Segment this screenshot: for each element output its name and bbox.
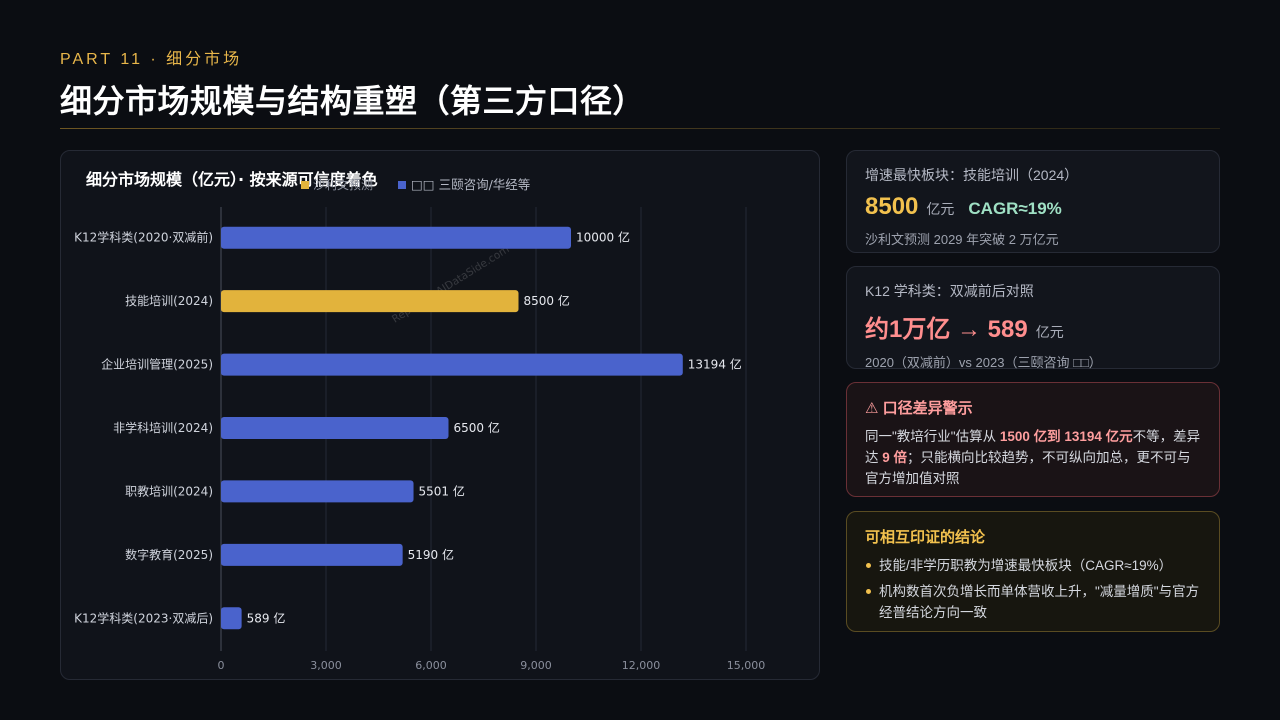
k12-card-label: K12 学科类：双减前后对照 [865,283,1034,299]
x-tick-label: 3,000 [310,659,342,672]
bar [221,543,403,566]
fastest-card-unit: 亿元 [926,201,955,217]
legend-label-gold: 沙利文预测 [313,177,373,192]
section-eyebrow: PART 11 · 细分市场 [60,51,243,68]
bar-value-label: 13194 亿 [688,357,742,372]
x-tick-label: 0 [218,659,225,672]
caliber-warning-card: ⚠ 口径差异警示 同一"教培行业"估算从 1500 亿到 13194 亿元不等，… [846,382,1220,497]
bar-value-label: 6500 亿 [454,420,500,435]
y-category-label: K12学科类(2020·双减前) [74,230,213,245]
bar-value-label: 10000 亿 [576,230,630,245]
conclusion-title: 可相互印证的结论 [865,529,986,546]
y-category-label: 技能培训(2024) [125,293,213,308]
conclusion-card: 可相互印证的结论 技能/非学历职教为增速最快板块（CAGR≈19%） 机构数首次… [846,511,1220,632]
x-tick-label: 12,000 [622,659,661,672]
bar-chart: 0 3,000 6,000 9,000 12,000 15,000 Report @ AID… [74,170,766,672]
fastest-card-label: 增速最快板块：技能培训（2024） [865,167,1079,183]
k12-card-unit: 亿元 [1035,324,1064,340]
conclusion-item: 机构数首次负增长而单体营收上升，"减量增质"与官方经普结论方向一致 [865,581,1201,623]
x-tick-label: 15,000 [727,659,766,672]
conclusion-list: 技能/非学历职教为增速最快板块（CAGR≈19%） 机构数首次负增长而单体营收上… [865,555,1201,623]
bar-value-label: 5501 亿 [419,483,465,498]
bar [221,226,571,249]
fastest-segment-card: 增速最快板块：技能培训（2024） 8500 亿元 CAGR≈19% 沙利文预测… [846,150,1220,253]
legend-swatch-gold [301,181,309,189]
bar [221,290,519,313]
x-tick-label: 6,000 [415,659,447,672]
k12-comparison-card: K12 学科类：双减前后对照 约1万亿 → 589 亿元 2020（双减前）vs… [846,266,1220,370]
k12-card-value: 约1万亿 → 589 [865,316,1028,343]
y-category-label: 企业培训管理(2025) [101,357,213,372]
bar [221,607,242,630]
y-category-label: 职教培训(2024) [125,483,213,498]
bar-value-label: 8500 亿 [524,293,570,308]
page-title: 细分市场规模与结构重塑（第三方口径） [60,82,646,120]
legend-swatch-blue [398,181,406,189]
k12-card-note: 2020（双减前）vs 2023（三颐咨询 □□） [865,355,1102,370]
x-tick-label: 9,000 [520,659,552,672]
fastest-card-cagr: CAGR≈19% [968,199,1062,218]
warning-text: 同一"教培行业"估算从 1500 亿到 13194 亿元不等，差异达 9 倍；只… [865,429,1201,486]
bar-value-label: 589 亿 [247,610,286,625]
bar [221,417,449,439]
fastest-card-note: 沙利文预测 2029 年突破 2 万亿元 [865,232,1059,247]
warning-range: 1500 亿到 13194 亿元 [999,429,1133,444]
bar [221,353,683,376]
chart-panel: 0 3,000 6,000 9,000 12,000 15,000 Report @ AID… [60,150,820,680]
y-category-label: 数字教育(2025) [125,547,213,562]
warning-multiple: 9 倍 [882,450,908,465]
bar [221,480,414,503]
fastest-card-value: 8500 [865,193,919,220]
warning-title: ⚠ 口径差异警示 [865,400,973,417]
y-category-label: 非学科培训(2024) [113,420,213,435]
title-divider [60,128,1220,129]
watermark-text: Report @ AIDataSide.com [390,243,512,325]
bar-value-label: 5190 亿 [408,547,454,562]
legend-label-blue: □□ 三颐咨询/华经等 [411,177,530,192]
conclusion-item: 技能/非学历职教为增速最快板块（CAGR≈19%） [865,555,1201,576]
y-category-label: K12学科类(2023·双减后) [74,610,213,625]
